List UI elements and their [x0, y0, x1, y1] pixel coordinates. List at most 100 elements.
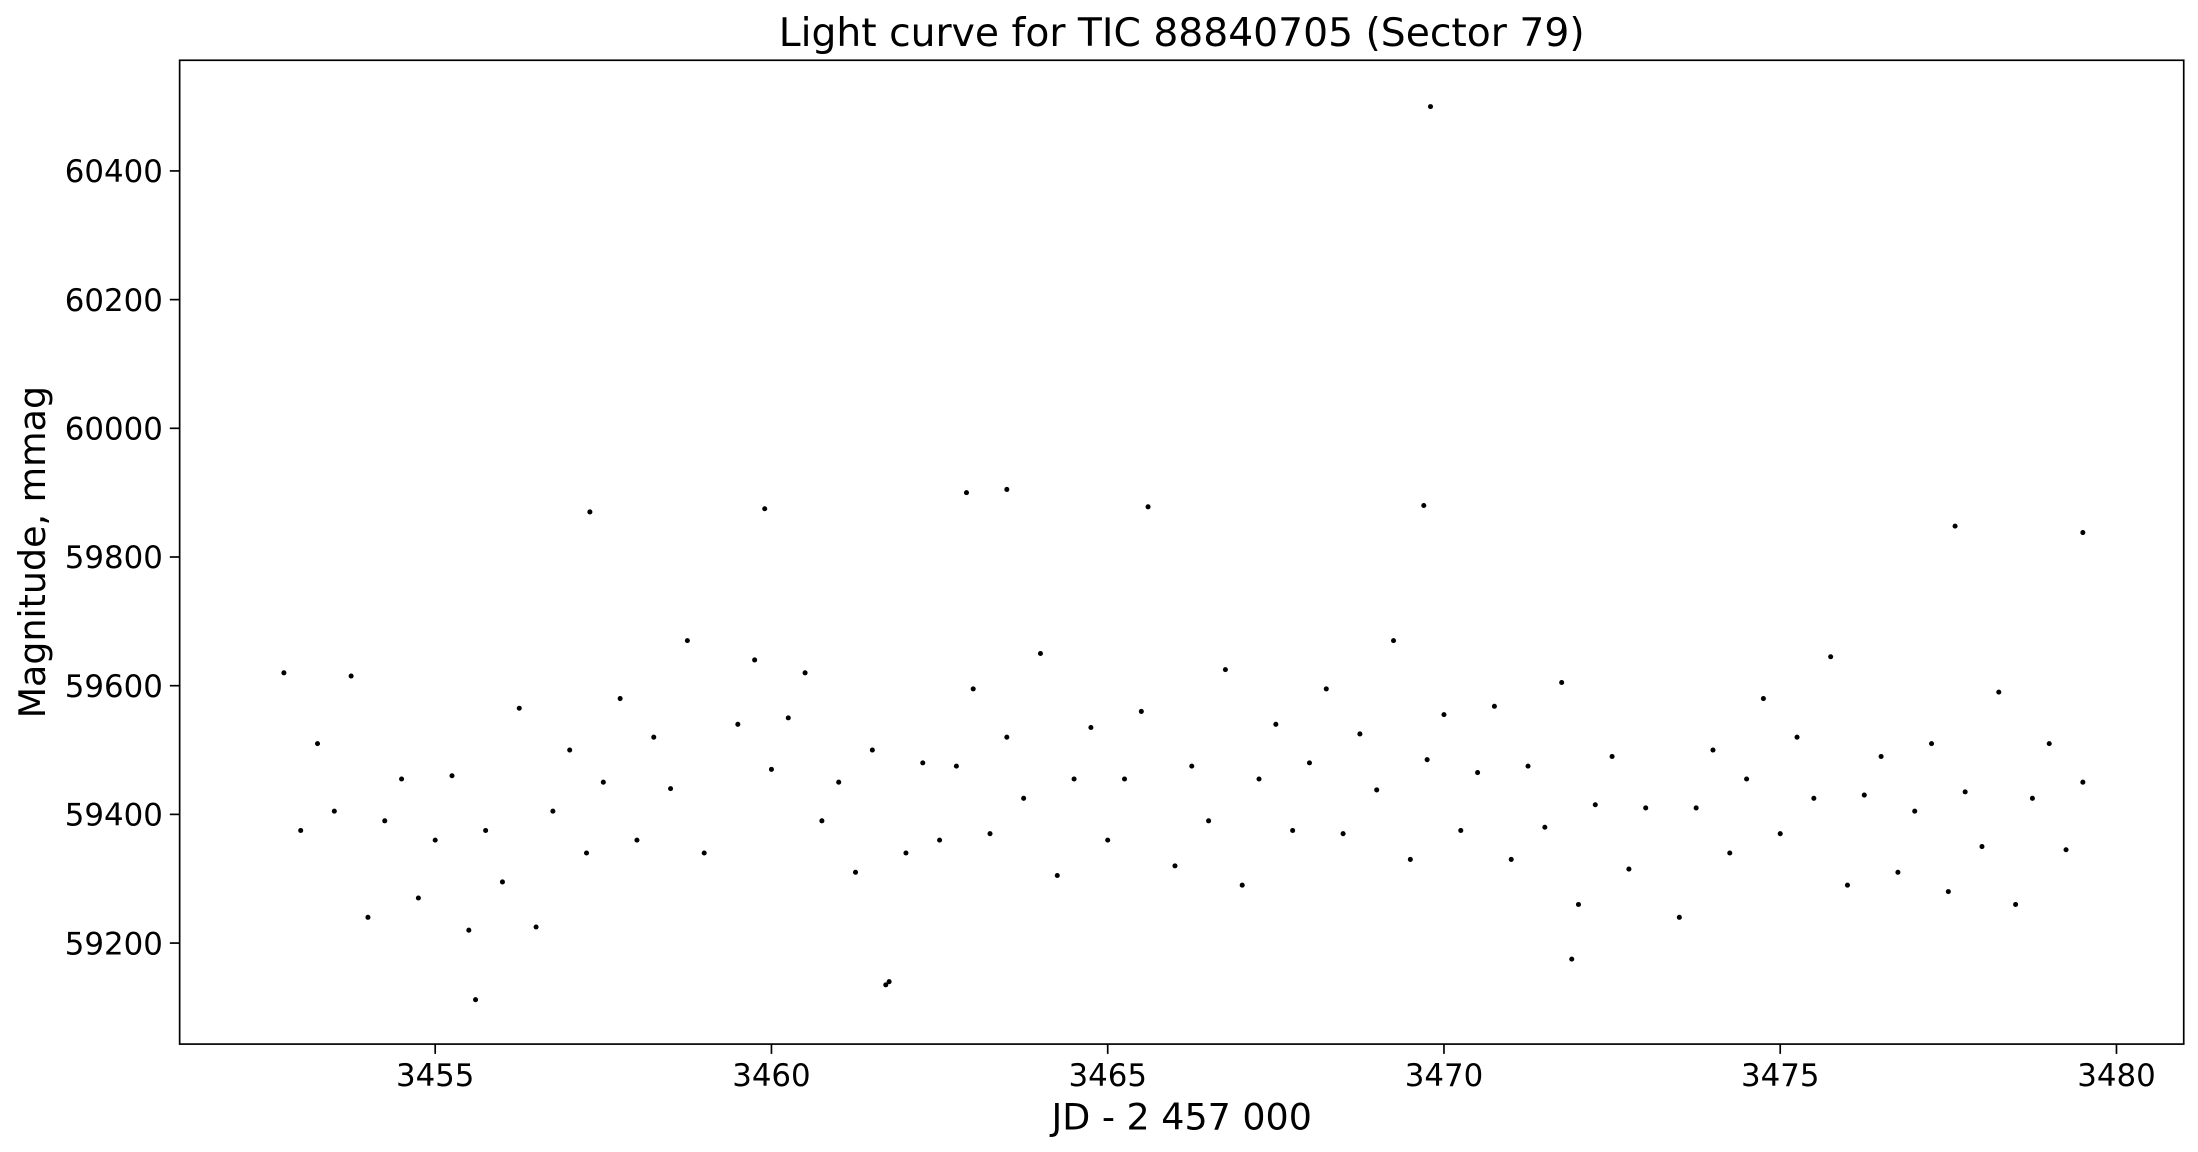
point [684, 638, 690, 644]
point [1542, 824, 1548, 830]
y-tick-label: 60200 [65, 283, 163, 319]
point [1575, 901, 1581, 907]
point [869, 747, 875, 753]
point [701, 850, 707, 856]
point [1475, 770, 1481, 776]
point [1071, 776, 1077, 782]
point [1357, 731, 1363, 737]
point [1794, 734, 1800, 740]
point [953, 763, 959, 769]
point [617, 696, 623, 702]
point [1626, 866, 1632, 872]
point [466, 927, 472, 933]
point [920, 760, 926, 766]
point [1421, 503, 1427, 509]
point [1273, 721, 1279, 727]
x-axis-label: JD - 2 457 000 [1049, 1096, 1311, 1139]
point [1559, 679, 1565, 685]
point [415, 895, 421, 901]
point [483, 827, 489, 833]
point [1945, 889, 1951, 895]
point [1592, 802, 1598, 808]
point [883, 982, 889, 988]
point [1508, 856, 1514, 862]
point [1777, 831, 1783, 837]
point [382, 818, 388, 824]
point [1844, 882, 1850, 888]
point [1811, 795, 1817, 801]
point [550, 808, 556, 814]
point [583, 850, 590, 856]
point [298, 827, 304, 833]
point [768, 766, 774, 772]
point [1609, 753, 1615, 759]
point [1306, 760, 1312, 766]
point [1290, 827, 1296, 833]
point [1929, 741, 1935, 747]
y-tick-label: 59400 [65, 798, 163, 834]
point [1441, 712, 1447, 718]
plot-frame [178, 59, 2185, 1045]
x-tick-label: 3460 [732, 1058, 810, 1094]
x-tick-label: 3455 [396, 1058, 474, 1094]
point [516, 705, 522, 711]
point [651, 734, 657, 740]
point [1727, 850, 1733, 856]
point [1021, 795, 1027, 801]
point [1912, 808, 1918, 814]
point [473, 997, 479, 1003]
point [1138, 708, 1144, 714]
point [600, 779, 606, 785]
point [1222, 667, 1228, 673]
point [449, 773, 455, 779]
point [1424, 757, 1430, 763]
chart-title: Light curve for TIC 88840705 (Sector 79) [779, 11, 1585, 56]
point [1952, 523, 1958, 529]
point [970, 686, 976, 692]
point [2046, 741, 2052, 747]
point [1004, 486, 1010, 492]
point [1491, 703, 1497, 709]
point [2080, 530, 2086, 536]
point [1206, 818, 1212, 824]
point [886, 979, 892, 985]
point [1710, 747, 1716, 753]
point [836, 779, 842, 785]
point [2029, 795, 2035, 801]
x-tick-label: 3470 [1405, 1058, 1483, 1094]
point [668, 786, 674, 792]
y-tick-label: 59800 [65, 540, 163, 576]
point [1962, 789, 1968, 795]
point [2013, 901, 2019, 907]
point [987, 831, 993, 837]
point [762, 506, 768, 512]
point [963, 490, 970, 496]
point [1693, 805, 1699, 811]
point [634, 837, 640, 843]
point [331, 808, 337, 814]
point [1172, 863, 1178, 869]
point [567, 747, 573, 753]
point [2080, 779, 2086, 785]
point [1861, 792, 1867, 798]
point [1189, 763, 1195, 769]
point [1323, 686, 1329, 692]
y-tick-label: 59600 [65, 669, 163, 705]
point [1374, 787, 1380, 793]
y-tick-label: 59200 [65, 926, 163, 962]
point [1239, 882, 1245, 888]
point [281, 670, 287, 676]
point [1525, 763, 1531, 769]
point [1391, 638, 1397, 644]
point [1676, 914, 1682, 920]
point [499, 879, 505, 885]
point [752, 657, 758, 663]
point [1088, 724, 1094, 731]
point [432, 837, 438, 843]
point [1996, 689, 2002, 695]
point [533, 924, 539, 930]
point [1643, 805, 1649, 811]
point [1256, 776, 1262, 782]
